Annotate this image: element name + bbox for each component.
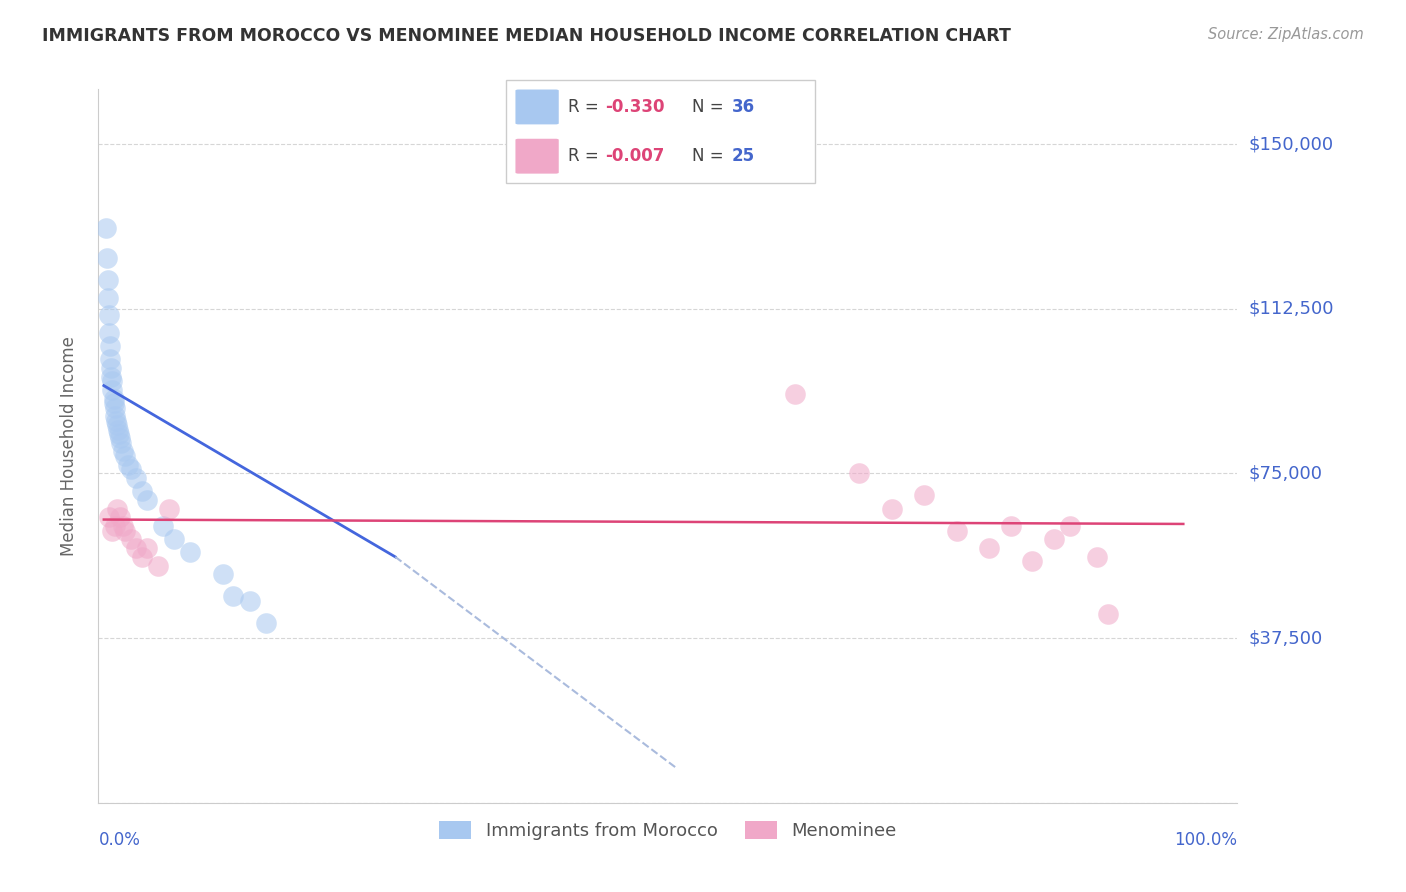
Point: [105, 501, 128, 516]
Point: [945, 524, 967, 538]
Point: [136, 541, 159, 555]
Point: [783, 387, 806, 401]
Point: [163, 533, 186, 547]
Point: [179, 545, 201, 559]
Text: R =: R =: [568, 147, 605, 165]
Text: 25: 25: [733, 147, 755, 165]
Point: [117, 458, 139, 472]
Point: [912, 488, 935, 502]
Point: [104, 401, 127, 415]
Point: [114, 449, 136, 463]
Text: $150,000: $150,000: [1249, 135, 1333, 153]
Point: [211, 567, 233, 582]
Point: [107, 423, 129, 437]
Point: [98, 309, 121, 323]
Text: IMMIGRANTS FROM MOROCCO VS MENOMINEE MEDIAN HOUSEHOLD INCOME CORRELATION CHART: IMMIGRANTS FROM MOROCCO VS MENOMINEE MED…: [42, 27, 1011, 45]
Point: [131, 549, 153, 564]
Point: [104, 414, 127, 428]
Point: [1021, 554, 1043, 568]
Point: [105, 418, 128, 433]
Text: Source: ZipAtlas.com: Source: ZipAtlas.com: [1208, 27, 1364, 42]
Point: [125, 541, 148, 555]
Point: [238, 594, 260, 608]
Point: [97, 273, 120, 287]
FancyBboxPatch shape: [506, 80, 815, 183]
Point: [108, 426, 131, 441]
Point: [100, 361, 122, 376]
Point: [120, 462, 142, 476]
Point: [104, 409, 127, 424]
Point: [103, 396, 125, 410]
Point: [848, 467, 870, 481]
FancyBboxPatch shape: [516, 89, 558, 124]
Text: 36: 36: [733, 98, 755, 116]
Text: $112,500: $112,500: [1249, 300, 1334, 318]
Text: $75,000: $75,000: [1249, 465, 1323, 483]
Point: [254, 615, 277, 630]
Text: 100.0%: 100.0%: [1174, 831, 1237, 849]
Point: [136, 492, 159, 507]
Text: -0.330: -0.330: [605, 98, 665, 116]
FancyBboxPatch shape: [516, 139, 558, 174]
Point: [94, 220, 117, 235]
Point: [146, 558, 169, 573]
Point: [222, 590, 245, 604]
Point: [977, 541, 1000, 555]
Text: 0.0%: 0.0%: [98, 831, 141, 849]
Text: $37,500: $37,500: [1249, 629, 1323, 647]
Point: [101, 383, 124, 397]
Text: R =: R =: [568, 98, 605, 116]
Point: [101, 524, 124, 538]
Point: [101, 374, 124, 388]
Point: [157, 501, 180, 516]
Legend: Immigrants from Morocco, Menominee: Immigrants from Morocco, Menominee: [432, 814, 904, 847]
Point: [103, 392, 125, 406]
Y-axis label: Median Household Income: Median Household Income: [59, 336, 77, 556]
Text: N =: N =: [692, 147, 728, 165]
Point: [131, 483, 153, 498]
Point: [98, 352, 121, 367]
Point: [96, 252, 118, 266]
Point: [98, 339, 121, 353]
Point: [152, 519, 174, 533]
Text: N =: N =: [692, 98, 728, 116]
Point: [1097, 607, 1119, 621]
Point: [112, 444, 135, 458]
Point: [98, 510, 121, 524]
Point: [100, 369, 122, 384]
Point: [880, 501, 903, 516]
Point: [104, 519, 127, 533]
Point: [1085, 549, 1108, 564]
Text: -0.007: -0.007: [605, 147, 665, 165]
Point: [112, 519, 135, 533]
Point: [1000, 519, 1022, 533]
Point: [108, 431, 131, 445]
Point: [120, 533, 142, 547]
Point: [1059, 519, 1081, 533]
Point: [98, 326, 121, 340]
Point: [110, 435, 132, 450]
Point: [114, 524, 136, 538]
Point: [125, 471, 148, 485]
Point: [1042, 533, 1064, 547]
Point: [97, 291, 120, 305]
Point: [108, 510, 131, 524]
